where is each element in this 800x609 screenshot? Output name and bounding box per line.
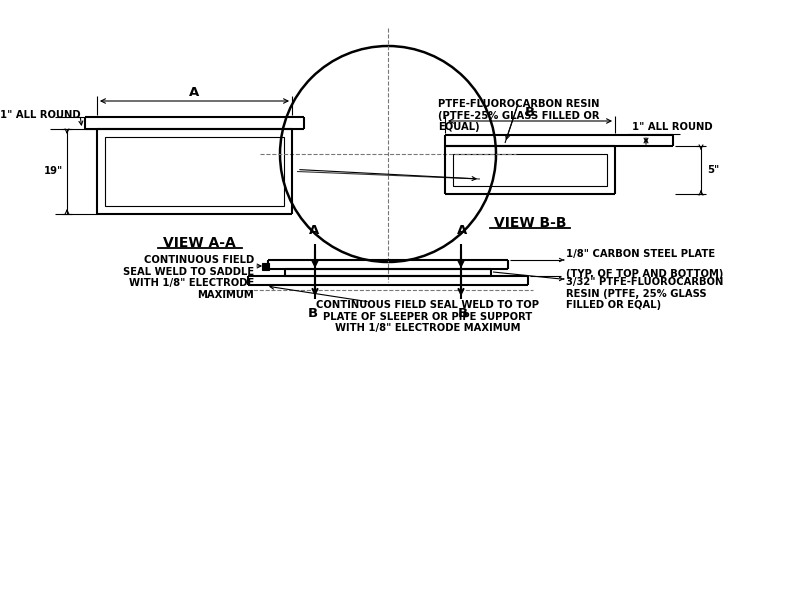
Text: B: B xyxy=(458,307,468,320)
Text: PTFE-FLUOROCARBON RESIN
(PTFE-25% GLASS FILLED OR
EQUAL): PTFE-FLUOROCARBON RESIN (PTFE-25% GLASS … xyxy=(438,99,599,132)
Bar xyxy=(105,137,284,206)
Text: A: A xyxy=(457,224,467,237)
Text: 1" ALL ROUND: 1" ALL ROUND xyxy=(632,122,713,132)
Text: B: B xyxy=(525,106,535,119)
Text: A: A xyxy=(190,86,200,99)
Text: A: A xyxy=(309,224,319,237)
Text: VIEW A-A: VIEW A-A xyxy=(163,236,236,250)
Bar xyxy=(453,154,607,186)
Text: CONTINUOUS FIELD SEAL WELD TO TOP
PLATE OF SLEEPER OR PIPE SUPPORT
WITH 1/8" ELE: CONTINUOUS FIELD SEAL WELD TO TOP PLATE … xyxy=(317,300,539,333)
Text: 1/8" CARBON STEEL PLATE: 1/8" CARBON STEEL PLATE xyxy=(566,249,715,259)
Text: B: B xyxy=(308,307,318,320)
Bar xyxy=(262,263,269,270)
Text: 19": 19" xyxy=(44,166,63,177)
Text: 1" ALL ROUND: 1" ALL ROUND xyxy=(0,110,81,120)
Text: CONTINUOUS FIELD
SEAL WELD TO SADDLE
WITH 1/8" ELECTRODE
MAXIMUM: CONTINUOUS FIELD SEAL WELD TO SADDLE WIT… xyxy=(123,255,254,300)
Text: (TYP. OF TOP AND BOTTOM): (TYP. OF TOP AND BOTTOM) xyxy=(566,269,723,279)
Text: 5": 5" xyxy=(707,165,719,175)
Text: VIEW B-B: VIEW B-B xyxy=(494,216,566,230)
Text: 3/32" PTFE-FLUOROCARBON
RESIN (PTFE, 25% GLASS
FILLED OR EQAL): 3/32" PTFE-FLUOROCARBON RESIN (PTFE, 25%… xyxy=(566,277,723,310)
